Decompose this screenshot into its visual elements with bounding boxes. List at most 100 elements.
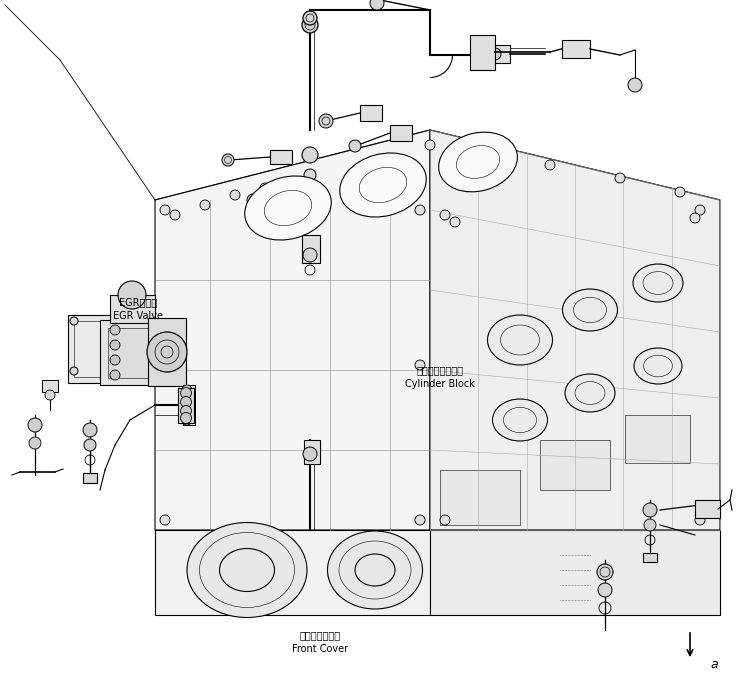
Polygon shape (155, 130, 430, 530)
Circle shape (415, 515, 425, 525)
Circle shape (349, 140, 361, 152)
Bar (183, 385, 195, 425)
Ellipse shape (634, 348, 682, 384)
Circle shape (690, 213, 700, 223)
Circle shape (598, 583, 612, 597)
Circle shape (260, 183, 270, 193)
Bar (695, 500, 720, 518)
Circle shape (303, 11, 317, 25)
Bar (360, 105, 382, 121)
Circle shape (450, 217, 460, 227)
Circle shape (302, 147, 318, 163)
Circle shape (425, 140, 435, 150)
Circle shape (84, 439, 96, 451)
Circle shape (304, 169, 316, 181)
Bar (480, 45, 510, 63)
Text: Front Cover: Front Cover (292, 644, 348, 654)
Circle shape (440, 515, 450, 525)
Bar (83, 473, 97, 483)
Circle shape (628, 78, 642, 92)
Circle shape (643, 503, 657, 517)
Bar (304, 440, 320, 464)
Circle shape (182, 415, 192, 425)
Circle shape (182, 385, 192, 395)
Circle shape (147, 332, 187, 372)
Bar (270, 150, 292, 164)
Bar (540, 440, 610, 490)
Circle shape (160, 515, 170, 525)
Bar (625, 415, 690, 463)
Bar (100, 320, 175, 385)
Bar (562, 40, 590, 58)
Circle shape (695, 205, 705, 215)
Bar (470, 35, 495, 70)
Ellipse shape (633, 264, 683, 302)
Circle shape (675, 187, 685, 197)
Circle shape (222, 154, 234, 166)
Bar (178, 388, 194, 423)
Circle shape (120, 367, 128, 375)
Circle shape (45, 390, 55, 400)
Bar (440, 470, 520, 525)
Circle shape (303, 248, 317, 262)
Text: Cylinder Block: Cylinder Block (405, 379, 475, 389)
Text: シリンダブロック: シリンダブロック (417, 365, 464, 375)
Circle shape (118, 281, 146, 309)
Circle shape (200, 200, 210, 210)
Circle shape (182, 410, 192, 420)
Circle shape (83, 423, 97, 437)
Circle shape (160, 360, 170, 370)
Circle shape (160, 205, 170, 215)
Circle shape (440, 210, 450, 220)
Text: a: a (710, 659, 718, 671)
Ellipse shape (187, 522, 307, 618)
Circle shape (615, 173, 625, 183)
Bar (108, 328, 168, 378)
Circle shape (120, 317, 128, 325)
Circle shape (182, 405, 192, 415)
Ellipse shape (487, 315, 553, 365)
Bar (390, 125, 412, 141)
Circle shape (28, 418, 42, 432)
Bar (295, 185, 317, 199)
Text: EGR Valve: EGR Valve (113, 311, 163, 321)
Circle shape (70, 367, 78, 375)
Polygon shape (430, 130, 720, 530)
Circle shape (181, 405, 191, 417)
Circle shape (182, 395, 192, 405)
Circle shape (319, 114, 333, 128)
Circle shape (370, 0, 384, 10)
Circle shape (247, 194, 259, 206)
Bar (68, 315, 136, 383)
Circle shape (489, 48, 501, 60)
Bar (42, 380, 58, 392)
Text: EGRバルブ: EGRバルブ (119, 297, 157, 307)
Circle shape (110, 340, 120, 350)
Ellipse shape (245, 176, 331, 240)
Circle shape (181, 396, 191, 407)
Text: フロントカバー: フロントカバー (299, 630, 341, 640)
Ellipse shape (493, 399, 548, 441)
Bar (74, 321, 130, 377)
Circle shape (29, 437, 41, 449)
Bar (110, 295, 155, 323)
Circle shape (545, 160, 555, 170)
Ellipse shape (562, 289, 618, 331)
Circle shape (110, 325, 120, 335)
Ellipse shape (439, 132, 517, 192)
Circle shape (415, 360, 425, 370)
Circle shape (597, 564, 613, 580)
Circle shape (644, 519, 656, 531)
Polygon shape (155, 130, 720, 270)
Circle shape (110, 370, 120, 380)
Circle shape (170, 210, 180, 220)
Ellipse shape (340, 153, 426, 217)
Circle shape (230, 190, 240, 200)
Circle shape (70, 317, 78, 325)
Circle shape (308, 200, 318, 210)
Bar (643, 553, 657, 562)
Bar (148, 318, 186, 386)
Polygon shape (430, 530, 720, 615)
Circle shape (110, 355, 120, 365)
Ellipse shape (565, 374, 615, 412)
